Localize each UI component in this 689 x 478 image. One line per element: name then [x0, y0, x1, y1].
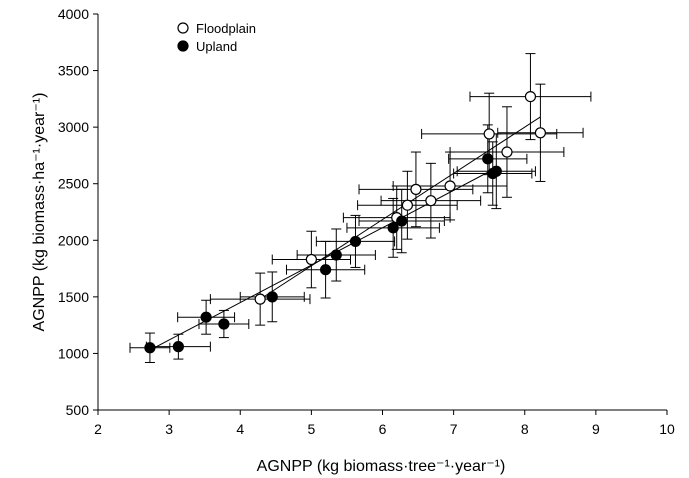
y-tick-label: 500	[66, 402, 90, 418]
y-tick-label: 1000	[58, 345, 89, 361]
legend: Floodplain Upland	[177, 21, 256, 54]
y-axis-title: AGNPP (kg biomass·ha⁻¹·year⁻¹)	[31, 93, 48, 332]
y-tick-label: 1500	[58, 289, 89, 305]
data-point-upland	[172, 341, 184, 353]
data-point-floodplain	[444, 180, 456, 192]
x-tick-label: 5	[307, 421, 315, 437]
data-point-floodplain	[254, 293, 266, 305]
y-tick-label: 3500	[58, 63, 89, 79]
data-point-floodplain	[425, 195, 437, 207]
data-point-upland	[482, 153, 494, 165]
x-tick-label: 3	[165, 421, 173, 437]
data-point-floodplain	[501, 146, 513, 158]
data-point-floodplain	[401, 199, 413, 211]
data-point-floodplain	[410, 183, 422, 195]
legend-floodplain-marker	[177, 22, 189, 34]
y-tick-label: 3000	[58, 119, 89, 135]
axes: 2 3 4 5 6 7 8 9 10 500 1000 1500 2000 2500 3000 3500 400…	[58, 6, 675, 437]
data-point-upland	[320, 264, 332, 276]
y-tick-label: 2500	[58, 176, 89, 192]
x-axis-title: AGNPP (kg biomass·tree⁻¹·year⁻¹)	[257, 458, 506, 475]
y-tick-label: 2000	[58, 232, 89, 248]
x-tick-label: 6	[379, 421, 387, 437]
x-tick-label: 9	[592, 421, 600, 437]
data-points	[144, 90, 546, 354]
legend-upland-label: Upland	[196, 39, 237, 54]
x-tick-label: 8	[521, 421, 529, 437]
error-bars	[129, 53, 592, 363]
data-point-upland	[330, 249, 342, 261]
y-tick-label: 4000	[58, 6, 89, 22]
data-point-upland	[218, 318, 230, 330]
fit-line-floodplain	[259, 116, 541, 300]
data-point-upland	[396, 215, 408, 227]
data-point-upland	[200, 311, 212, 323]
fit-line-upland	[149, 167, 497, 351]
data-point-floodplain	[524, 90, 537, 103]
legend-upland-marker	[177, 40, 189, 52]
x-tick-label: 10	[659, 421, 675, 437]
data-point-upland	[266, 291, 278, 303]
data-point-upland	[144, 342, 156, 354]
x-tick-label: 2	[94, 421, 102, 437]
data-point-floodplain	[483, 128, 495, 140]
x-tick-label: 4	[236, 421, 244, 437]
x-tick-label: 7	[450, 421, 458, 437]
data-point-upland	[490, 165, 502, 177]
data-point-floodplain	[305, 253, 317, 266]
legend-floodplain-label: Floodplain	[196, 21, 256, 36]
data-point-upland	[349, 235, 362, 248]
data-point-floodplain	[534, 127, 546, 139]
data-point-upland	[387, 222, 399, 234]
